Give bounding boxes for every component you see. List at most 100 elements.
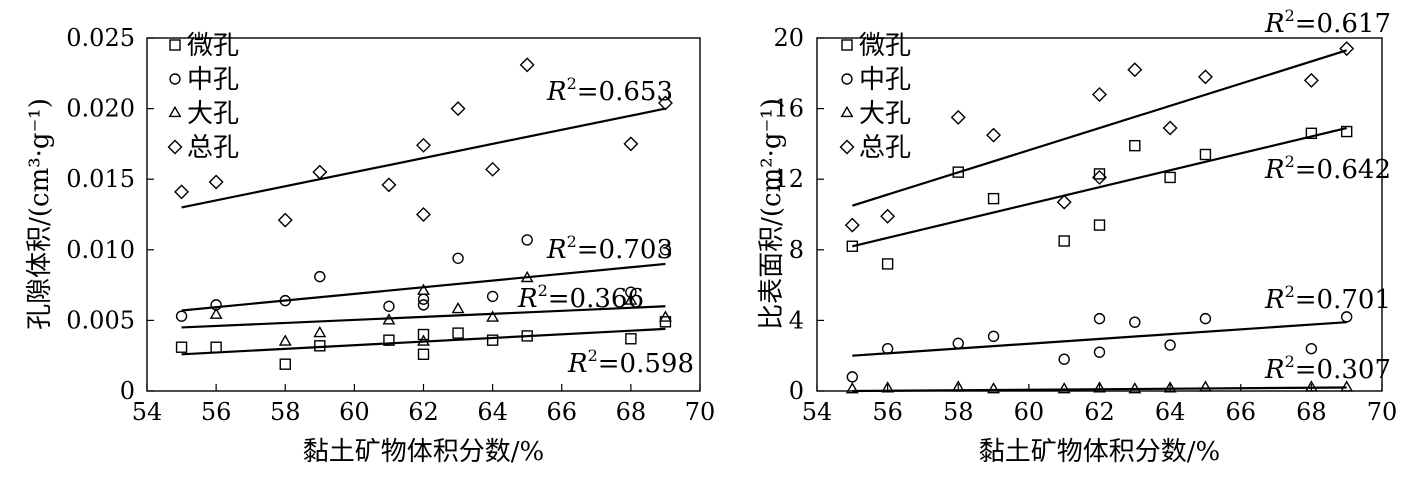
data-point-square xyxy=(1305,127,1318,140)
data-point-square xyxy=(659,316,672,328)
data-point-triangle xyxy=(486,310,500,322)
x-tick-label: 58 xyxy=(943,398,974,426)
legend-label: 微孔 xyxy=(187,31,239,61)
data-point-circle xyxy=(1305,342,1318,355)
r2-label: R2=0.653 xyxy=(546,74,673,107)
data-point-circle xyxy=(987,330,1000,342)
data-point-circle xyxy=(1199,312,1212,325)
legend-marker-square xyxy=(169,39,181,51)
data-point-diamond xyxy=(1127,62,1143,78)
data-point-circle xyxy=(1340,311,1353,323)
data-point-triangle xyxy=(209,307,223,319)
data-point-circle xyxy=(846,371,859,383)
r2-label: R2=0.366 xyxy=(517,281,644,314)
data-point-circle xyxy=(417,299,430,311)
r2-label: R2=0.701 xyxy=(1264,282,1391,315)
trend-line xyxy=(181,327,666,356)
data-point-square xyxy=(881,258,894,270)
data-point-diamond xyxy=(416,137,431,153)
series-diamond: R2=0.617 xyxy=(844,6,1391,233)
data-point-triangle xyxy=(417,283,430,295)
trend-line xyxy=(852,321,1347,357)
x-tick-label: 58 xyxy=(270,398,301,426)
data-point-diamond xyxy=(1056,194,1072,210)
data-point-triangle xyxy=(951,380,965,392)
data-point-diamond xyxy=(1162,120,1178,136)
data-point-circle xyxy=(625,286,637,298)
data-point-diamond xyxy=(519,57,535,73)
data-point-triangle xyxy=(845,382,859,394)
data-point-triangle xyxy=(520,270,534,283)
data-point-square xyxy=(452,327,464,339)
x-tick-label: 66 xyxy=(1225,398,1256,426)
data-point-diamond xyxy=(1197,69,1213,85)
legend-label: 微孔 xyxy=(859,31,911,61)
trend-line xyxy=(181,262,666,312)
data-point-diamond xyxy=(657,95,673,111)
data-point-square xyxy=(1058,235,1070,247)
data-point-triangle xyxy=(417,334,430,346)
data-point-circle xyxy=(881,342,894,355)
data-point-square xyxy=(175,341,188,353)
y-tick-label: 20 xyxy=(773,24,804,52)
data-point-triangle xyxy=(1304,380,1318,392)
data-point-square xyxy=(1199,148,1212,161)
y-tick-label: 0.010 xyxy=(66,236,135,264)
data-point-circle xyxy=(383,300,395,312)
series-circle: R2=0.703 xyxy=(175,232,673,322)
y-axis-label: 孔隙体积/(cm³·g⁻¹) xyxy=(25,98,55,330)
data-point-square xyxy=(625,333,637,345)
x-tick-label: 56 xyxy=(872,398,903,426)
data-point-circle xyxy=(1129,316,1141,328)
x-axis-label: 黏土矿物体积分数/% xyxy=(979,437,1220,467)
x-tick-label: 62 xyxy=(408,398,439,426)
data-point-square xyxy=(314,340,326,352)
data-point-triangle xyxy=(1128,382,1142,394)
x-tick-label: 60 xyxy=(1014,398,1045,426)
legend-label: 中孔 xyxy=(859,65,911,95)
legend-label: 总孔 xyxy=(187,133,239,163)
data-point-square xyxy=(521,330,533,342)
data-point-circle xyxy=(1093,346,1106,358)
data-point-circle xyxy=(279,294,291,307)
legend-label: 总孔 xyxy=(859,133,911,163)
data-point-diamond xyxy=(986,127,1002,143)
data-point-triangle xyxy=(451,301,465,314)
y-axis-label: 比表面积/(cm²·g⁻¹) xyxy=(757,98,787,330)
data-point-diamond xyxy=(416,207,431,222)
data-point-diamond xyxy=(1339,41,1355,57)
data-point-diamond xyxy=(623,136,639,152)
legend-marker-circle xyxy=(169,73,181,85)
data-point-square xyxy=(383,334,395,346)
data-point-circle xyxy=(1058,353,1070,365)
y-tick-label: 12 xyxy=(773,165,804,193)
data-point-circle xyxy=(521,234,533,246)
data-point-diamond xyxy=(485,161,501,177)
data-point-triangle xyxy=(658,310,672,322)
x-tick-label: 70 xyxy=(1367,398,1398,426)
data-point-diamond xyxy=(174,184,190,200)
data-point-square xyxy=(486,334,499,346)
legend-marker-diamond xyxy=(839,139,855,155)
chart-panel-2: 54 56 58 60 62 64 66 68 70 0 4 8 12 16 20 黏土矿物体积分数/% 比表面… xyxy=(757,6,1397,467)
data-point-triangle xyxy=(1093,381,1106,393)
y-tick-label: 0 xyxy=(120,377,135,405)
trend-line xyxy=(851,49,1348,207)
x-tick-label: 70 xyxy=(685,398,716,426)
y-tick-label: 8 xyxy=(789,236,804,264)
x-tick-label: 68 xyxy=(616,398,647,426)
data-point-square xyxy=(952,166,964,178)
x-tick-label: 54 xyxy=(132,398,163,426)
trend-line xyxy=(181,305,666,329)
data-point-square xyxy=(1340,125,1353,138)
data-point-square xyxy=(417,348,430,360)
series-circle: R2=0.701 xyxy=(846,282,1391,383)
series-triangle: R2=0.366 xyxy=(181,270,672,346)
trend-line xyxy=(852,126,1347,248)
legend-marker-triangle xyxy=(840,105,854,118)
data-point-circle xyxy=(486,290,499,303)
series-square: R2=0.598 xyxy=(175,316,694,379)
data-point-triangle xyxy=(278,334,292,346)
